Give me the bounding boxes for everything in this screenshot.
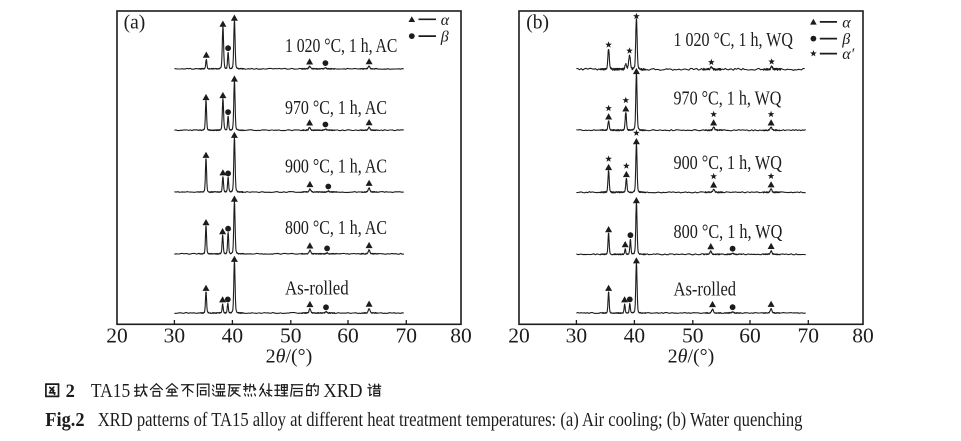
svg-text:α: α — [842, 14, 851, 31]
svg-text:(b): (b) — [526, 13, 549, 34]
svg-text:1 020 °C, 1 h, WQ: 1 020 °C, 1 h, WQ — [674, 30, 793, 51]
svg-text:60: 60 — [337, 324, 359, 348]
svg-text:970 °C, 1 h, WQ: 970 °C, 1 h, WQ — [674, 89, 782, 110]
svg-text:40: 40 — [624, 324, 646, 348]
svg-text:2: 2 — [66, 382, 75, 402]
svg-text:Fig.2: Fig.2 — [45, 409, 84, 431]
svg-text:50: 50 — [682, 324, 704, 348]
svg-text:TA15: TA15 — [91, 381, 130, 402]
svg-text:20: 20 — [106, 324, 128, 348]
svg-text:β: β — [841, 31, 850, 48]
svg-text:80: 80 — [852, 324, 874, 348]
svg-text:XRD patterns of TA15 alloy at: XRD patterns of TA15 alloy at different … — [98, 409, 803, 431]
svg-text:2θ/(°): 2θ/(°) — [668, 346, 715, 368]
svg-text:1 020 °C, 1 h, AC: 1 020 °C, 1 h, AC — [285, 36, 397, 57]
svg-text:XRD: XRD — [323, 381, 362, 402]
svg-text:50: 50 — [280, 324, 302, 348]
svg-text:80: 80 — [450, 324, 472, 348]
svg-text:30: 30 — [164, 324, 186, 348]
svg-text:α: α — [441, 12, 450, 29]
svg-text:30: 30 — [566, 324, 588, 348]
svg-text:970 °C, 1 h, AC: 970 °C, 1 h, AC — [285, 98, 387, 119]
svg-text:800 °C, 1 h, AC: 800 °C, 1 h, AC — [285, 218, 387, 239]
svg-text:60: 60 — [739, 324, 761, 348]
svg-text:900 °C, 1 h, WQ: 900 °C, 1 h, WQ — [674, 153, 782, 174]
svg-text:β: β — [440, 29, 449, 46]
svg-text:As-rolled: As-rolled — [674, 279, 737, 300]
svg-text:20: 20 — [508, 324, 530, 348]
svg-text:As-rolled: As-rolled — [285, 279, 349, 300]
svg-text:(a): (a) — [124, 13, 146, 34]
svg-text:800 °C, 1 h, WQ: 800 °C, 1 h, WQ — [674, 222, 783, 243]
svg-text:2θ/(°): 2θ/(°) — [266, 346, 313, 368]
svg-text:40: 40 — [222, 324, 244, 348]
svg-text:70: 70 — [396, 324, 418, 348]
svg-text:α′: α′ — [842, 46, 854, 63]
svg-text:900 °C, 1 h, AC: 900 °C, 1 h, AC — [285, 157, 387, 178]
svg-text:70: 70 — [798, 324, 820, 348]
